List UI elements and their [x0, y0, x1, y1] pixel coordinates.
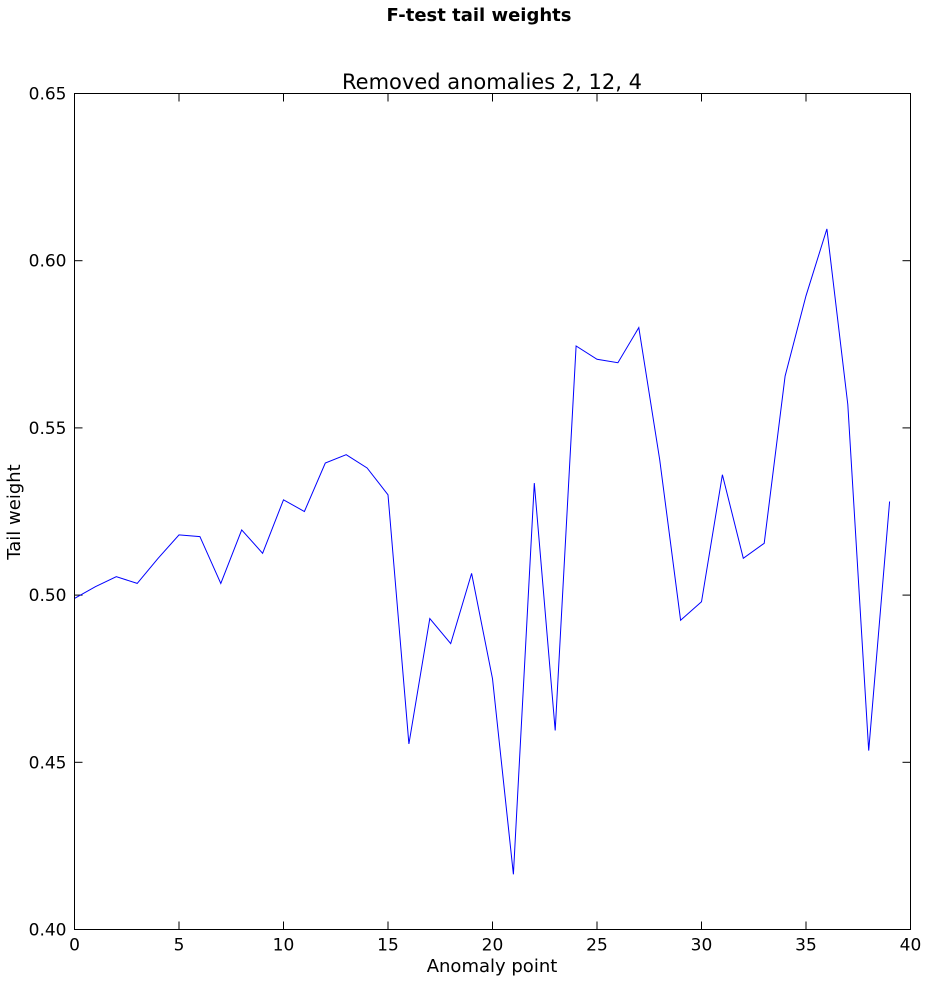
y-tick-label: 0.65 — [29, 85, 67, 105]
x-tick-label: 20 — [482, 936, 504, 956]
series-line — [74, 228, 891, 875]
y-tick-label: 0.55 — [29, 419, 67, 439]
y-axis-ticks: 0.40 0.45 0.50 0.55 0.60 0.65 — [29, 85, 911, 941]
x-tick-label: 10 — [273, 936, 295, 956]
x-tick-label: 40 — [900, 936, 922, 956]
x-tick-label: 15 — [377, 936, 399, 956]
y-tick-label: 0.50 — [29, 586, 67, 606]
chart-title: Removed anomalies 2, 12, 4 — [342, 70, 642, 94]
x-tick-label: 5 — [174, 936, 185, 956]
chart-suptitle: F-test tail weights — [387, 5, 572, 26]
y-tick-label: 0.40 — [29, 921, 67, 941]
x-axis-ticks: 0 5 10 15 20 25 30 35 40 — [69, 93, 922, 956]
y-axis-label: Tail weight — [4, 464, 25, 560]
y-tick-label: 0.45 — [29, 753, 67, 773]
x-tick-label: 25 — [586, 936, 608, 956]
x-tick-label: 0 — [69, 936, 80, 956]
x-tick-label: 30 — [691, 936, 713, 956]
y-tick-label: 0.60 — [29, 252, 67, 272]
plot-frame — [74, 93, 911, 930]
x-axis-label: Anomaly point — [427, 956, 558, 977]
x-tick-label: 35 — [795, 936, 817, 956]
